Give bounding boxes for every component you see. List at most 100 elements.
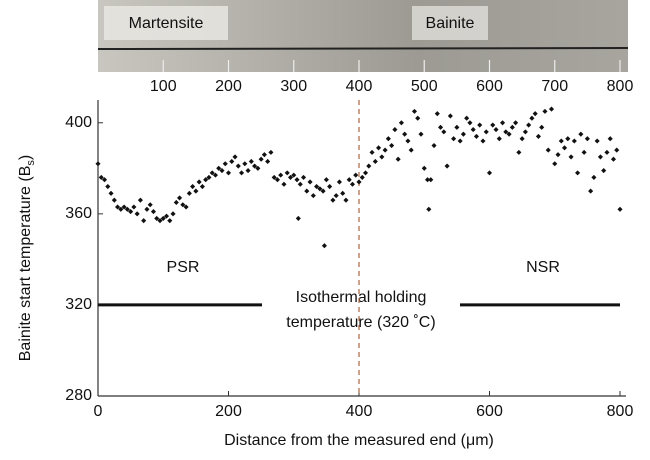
- point: [548, 106, 555, 112]
- point: [591, 174, 597, 180]
- point: [261, 152, 267, 158]
- y-axis-label-main: Bainite start temperature (B: [17, 166, 34, 362]
- point: [578, 131, 584, 137]
- top-tick-label: 300: [280, 78, 307, 95]
- point: [588, 188, 594, 194]
- top-tick-label: 200: [215, 78, 242, 95]
- micro-label: Bainite: [426, 15, 475, 32]
- y-axis-label-end: ): [17, 155, 34, 160]
- point: [379, 154, 385, 160]
- point: [402, 131, 408, 137]
- point: [160, 215, 166, 221]
- point: [438, 124, 444, 130]
- y-tick-label: 320: [65, 296, 92, 313]
- point: [389, 142, 395, 149]
- point: [555, 152, 561, 158]
- point: [196, 179, 202, 185]
- point: [291, 172, 297, 178]
- point: [154, 215, 160, 221]
- point: [323, 177, 329, 183]
- point: [532, 111, 538, 117]
- point: [594, 138, 600, 144]
- x-tick-label: 200: [215, 403, 242, 420]
- point: [558, 138, 564, 144]
- point: [245, 168, 251, 174]
- point: [539, 124, 545, 130]
- point: [460, 131, 466, 137]
- point: [610, 156, 617, 162]
- point: [225, 170, 232, 176]
- point: [426, 206, 432, 212]
- point: [307, 179, 313, 185]
- point: [147, 202, 153, 208]
- point: [385, 136, 391, 142]
- point: [496, 136, 502, 142]
- point: [552, 161, 558, 167]
- point: [346, 177, 352, 183]
- top-tick-label: 100: [150, 78, 177, 95]
- y-axis-label: Bainite start temperature (Bs): [17, 155, 37, 361]
- point: [137, 197, 143, 203]
- point: [457, 138, 463, 144]
- point: [190, 183, 196, 190]
- point: [157, 218, 163, 224]
- point: [128, 209, 134, 215]
- point: [101, 177, 108, 183]
- point: [310, 193, 316, 199]
- point: [382, 147, 388, 153]
- x-axis-label: Distance from the measured end (μm): [224, 432, 494, 449]
- top-tick-label: 600: [476, 78, 503, 95]
- point: [535, 133, 541, 139]
- point: [248, 158, 254, 165]
- point: [434, 111, 440, 117]
- point: [513, 120, 519, 126]
- point: [451, 136, 457, 142]
- hline-label: Isothermal holding: [296, 289, 427, 306]
- point: [134, 211, 140, 217]
- point: [330, 197, 336, 203]
- point: [509, 124, 515, 130]
- label-box: [412, 6, 488, 40]
- point: [604, 149, 610, 155]
- hline-label: temperature (320 ˚C): [286, 314, 435, 331]
- point: [219, 168, 225, 174]
- point: [405, 138, 411, 144]
- micrograph-line: [97, 47, 629, 50]
- point: [614, 147, 620, 153]
- point: [199, 183, 205, 190]
- y-axis-label-sub: s: [25, 160, 37, 166]
- top-tick-label: 800: [607, 78, 634, 95]
- point: [193, 188, 199, 194]
- point: [287, 174, 294, 180]
- x-tick-label: 0: [94, 403, 103, 420]
- point: [294, 177, 300, 183]
- point: [369, 149, 375, 155]
- point: [519, 136, 525, 142]
- y-tick-label: 280: [65, 387, 92, 404]
- point: [209, 170, 215, 176]
- point: [415, 115, 421, 121]
- point: [333, 193, 339, 199]
- point: [281, 181, 287, 187]
- point: [336, 179, 342, 185]
- point: [447, 113, 453, 119]
- top-tick-label: 400: [346, 78, 373, 95]
- point: [295, 215, 301, 221]
- point: [454, 124, 460, 130]
- point: [320, 188, 326, 194]
- point: [529, 115, 535, 121]
- point: [359, 174, 365, 180]
- label-box: [104, 6, 228, 40]
- point: [278, 172, 284, 178]
- point: [575, 170, 581, 176]
- point: [235, 163, 241, 169]
- point: [362, 170, 369, 176]
- point: [431, 142, 437, 149]
- point: [568, 154, 574, 160]
- point: [141, 218, 147, 224]
- point: [597, 154, 603, 160]
- point: [516, 149, 522, 155]
- point: [222, 161, 228, 167]
- point: [353, 172, 359, 178]
